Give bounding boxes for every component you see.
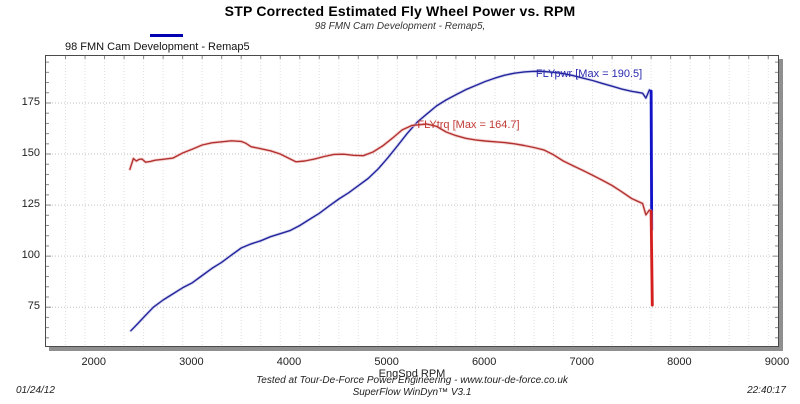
y-tick-label: 175 xyxy=(21,95,40,108)
y-tick-label: 100 xyxy=(21,249,40,262)
x-tick-label: 9000 xyxy=(764,356,790,368)
flytrq-end-drop xyxy=(649,209,654,307)
x-axis-title: EngSpd RPM xyxy=(378,368,446,380)
chart-subtitle: 98 FMN Cam Development - Remap5, xyxy=(314,21,486,32)
x-tick-label: 7000 xyxy=(569,356,595,368)
x-tick-label: 4000 xyxy=(276,356,302,368)
x-tick-label: 3000 xyxy=(179,356,204,368)
footer-software: SuperFlow WinDyn™ V3.1 xyxy=(352,387,472,398)
plot-area xyxy=(45,55,779,347)
y-tick-label: 150 xyxy=(21,147,40,160)
legend-line-swatch xyxy=(150,34,183,37)
flypwr-curve-glow xyxy=(129,69,654,333)
flytrq-max-annotation: FLYtrq [Max = 164.7] xyxy=(417,119,520,132)
x-tick-label: 5000 xyxy=(374,356,399,368)
flypwr-curve xyxy=(130,70,653,332)
x-tick-label: 2000 xyxy=(81,356,107,368)
flypwr-end-drop xyxy=(649,89,654,231)
plot-canvas xyxy=(46,56,778,346)
chart-title: STP Corrected Estimated Fly Wheel Power … xyxy=(224,3,576,19)
flytrq-curve xyxy=(129,123,653,306)
footer-date: 01/24/12 xyxy=(16,385,55,396)
flypwr-max-annotation: FLYpwr [Max = 190.5] xyxy=(535,68,643,81)
x-tick-label: 8000 xyxy=(667,356,692,368)
y-tick-label: 75 xyxy=(27,300,40,313)
footer-tested-at: Tested at Tour-De-Force Power Engineerin… xyxy=(256,375,568,386)
footer-time: 22:40:17 xyxy=(747,385,786,396)
y-tick-label: 125 xyxy=(21,198,40,211)
flytrq-curve-glow xyxy=(128,122,654,307)
x-tick-label: 6000 xyxy=(471,356,497,368)
legend-label: 98 FMN Cam Development - Remap5 xyxy=(65,41,250,53)
